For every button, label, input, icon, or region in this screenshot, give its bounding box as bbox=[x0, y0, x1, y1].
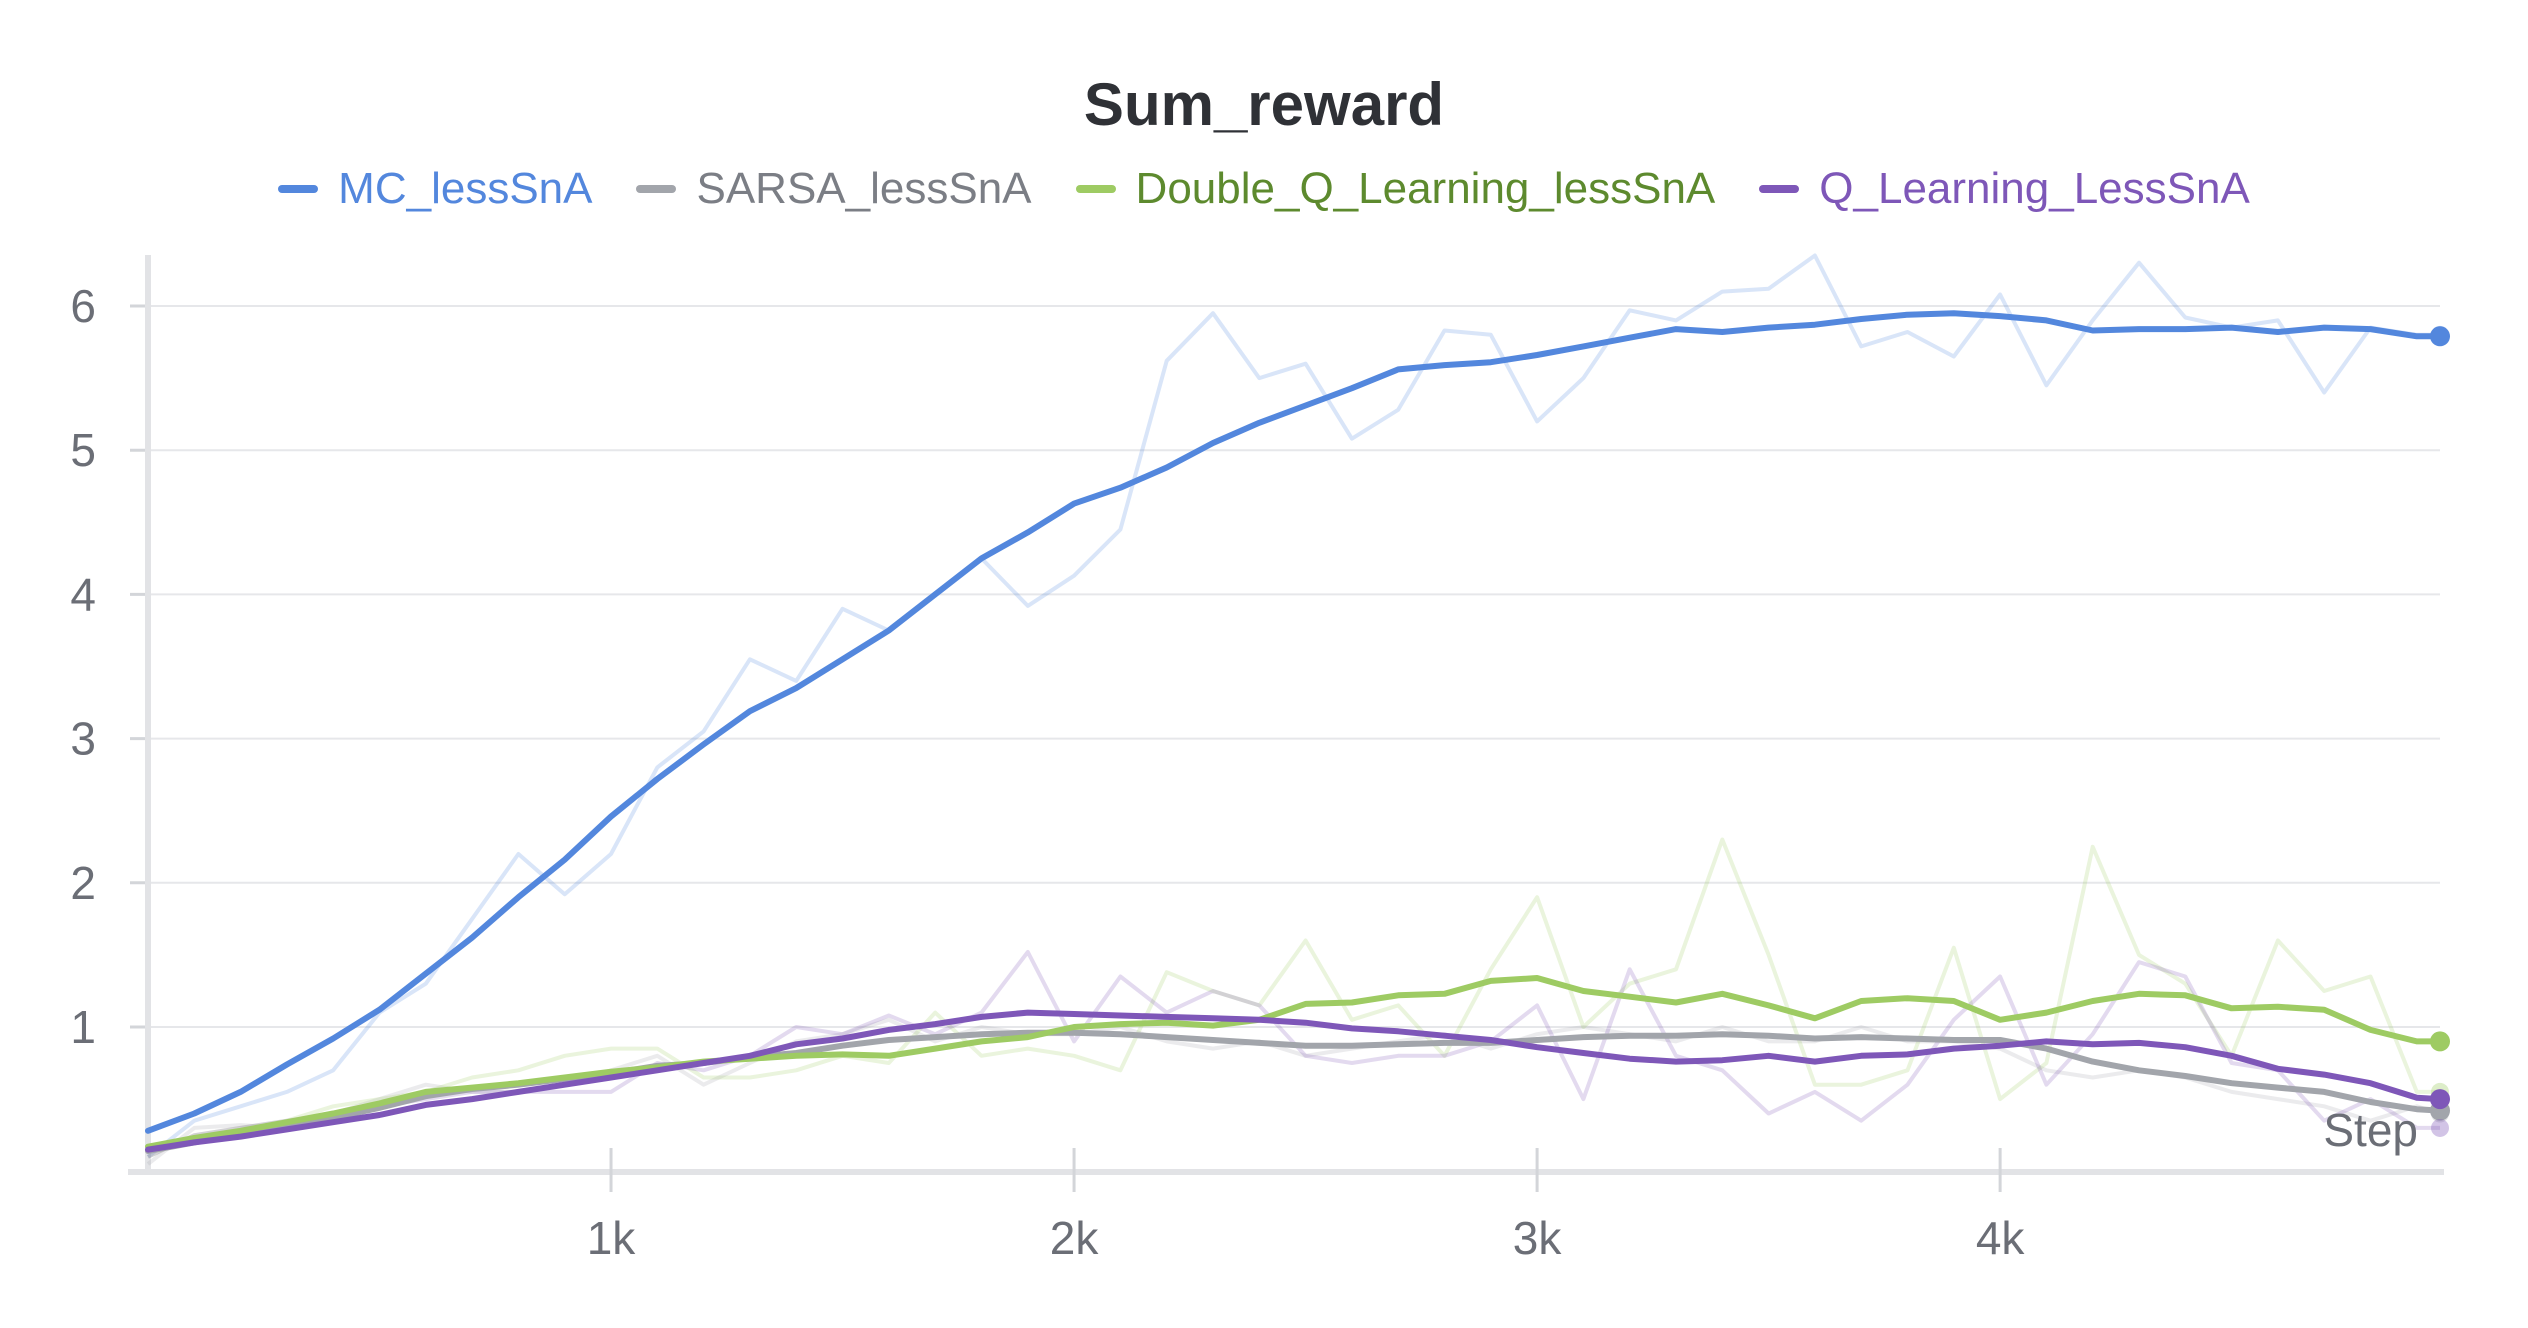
y-tick-label-3: 3 bbox=[70, 713, 96, 765]
y-tick-label-4: 4 bbox=[70, 568, 96, 620]
series-end-points bbox=[2430, 326, 2450, 1137]
series-line-3[interactable] bbox=[148, 1013, 2440, 1150]
y-tick-label-5: 5 bbox=[70, 424, 96, 476]
y-tick-labels: 1 2 3 4 5 6 bbox=[70, 280, 96, 1053]
x-tick-label-2k: 2k bbox=[1050, 1212, 1100, 1264]
y-tick-label-1: 1 bbox=[70, 1001, 96, 1053]
series-end-point-0[interactable] bbox=[2430, 326, 2450, 346]
y-tick-label-2: 2 bbox=[70, 857, 96, 909]
series-raw-end-point-3 bbox=[2431, 1119, 2449, 1137]
series-end-point-3[interactable] bbox=[2430, 1089, 2450, 1109]
x-axis-title: Step bbox=[2323, 1104, 2418, 1156]
y-tick-label-6: 6 bbox=[70, 280, 96, 332]
x-tick-label-4k: 4k bbox=[1976, 1212, 2026, 1264]
x-tick-labels: 1k 2k 3k 4k bbox=[587, 1212, 2026, 1264]
x-tick-label-3k: 3k bbox=[1513, 1212, 1563, 1264]
x-tick-label-1k: 1k bbox=[587, 1212, 637, 1264]
series-end-point-2[interactable] bbox=[2430, 1031, 2450, 1051]
series-raw-line-3 bbox=[148, 952, 2440, 1157]
